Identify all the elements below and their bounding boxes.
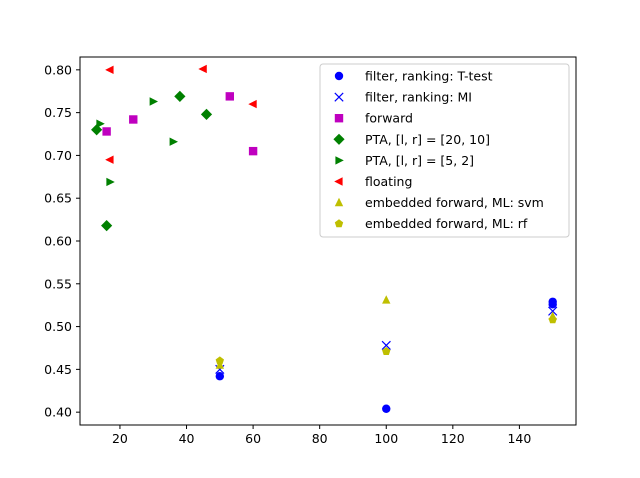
data-point	[91, 124, 103, 136]
legend: filter, ranking: T-test filter, ranking: …	[319, 63, 570, 238]
data-point	[382, 295, 391, 304]
series-0	[215, 297, 557, 413]
legend-entry: floating	[334, 174, 412, 189]
legend-label: filter, ranking: T-test	[365, 69, 493, 84]
legend-marker	[334, 219, 344, 228]
x-tick-label: 40	[179, 431, 195, 446]
data-point	[225, 92, 234, 101]
y-tick-label: 0.80	[44, 62, 72, 77]
legend-box	[319, 63, 570, 238]
legend-label: PTA, [l, r] = [20, 10]	[365, 132, 490, 147]
legend-marker	[334, 71, 344, 81]
legend-marker	[334, 114, 344, 123]
x-tick-label: 60	[245, 431, 261, 446]
data-point	[169, 137, 179, 146]
data-point	[215, 360, 225, 369]
series-1	[215, 306, 558, 374]
legend-label: filter, ranking: MI	[365, 90, 472, 105]
legend-marker	[334, 177, 343, 186]
series-4	[96, 97, 179, 187]
data-point	[105, 155, 114, 164]
legend-marker	[335, 156, 344, 165]
legend-entry: embedded forward, ML: rf	[334, 216, 528, 231]
y-tick-label: 0.70	[44, 148, 72, 163]
x-tick-label: 20	[112, 431, 128, 446]
data-point	[548, 315, 557, 324]
data-point	[96, 119, 105, 128]
data-point	[198, 64, 207, 74]
x-axis: 20 40 60 80 100 120 140	[112, 425, 531, 446]
data-point	[174, 90, 186, 102]
y-tick-label: 0.50	[44, 319, 72, 334]
y-tick-label: 0.65	[44, 191, 72, 206]
data-point	[215, 372, 225, 381]
legend-label: embedded forward, ML: rf	[365, 216, 528, 231]
legend-entry: PTA, [l, r] = [5, 2]	[335, 153, 474, 168]
data-point	[215, 356, 225, 365]
data-point	[248, 99, 257, 109]
data-point	[101, 219, 113, 232]
data-point	[382, 404, 391, 413]
data-point	[102, 127, 111, 136]
data-point	[200, 108, 213, 120]
legend-marker	[333, 133, 345, 145]
data-point	[381, 340, 391, 351]
y-tick-label: 0.40	[44, 405, 72, 420]
data-point	[548, 300, 557, 309]
x-tick-label: 140	[507, 431, 531, 446]
y-axis: 0.40 0.45 0.50 0.55 0.60 0.65 0.70 0.75 0.80	[44, 62, 80, 420]
data-point	[548, 306, 558, 316]
x-tick-label: 80	[312, 431, 328, 446]
x-tick-label: 100	[374, 431, 398, 446]
legend-entry: filter, ranking: T-test	[334, 69, 493, 84]
legend-label: embedded forward, ML: svm	[365, 195, 544, 210]
data-point	[106, 177, 115, 187]
legend-label: forward	[365, 111, 413, 126]
y-tick-label: 0.60	[44, 234, 72, 249]
series-7	[215, 315, 557, 365]
legend-entry: filter, ranking: MI	[334, 90, 472, 105]
series-5	[105, 64, 257, 164]
series-2	[102, 92, 258, 156]
series-6	[215, 295, 557, 369]
legend-entry: PTA, [l, r] = [20, 10]	[333, 132, 490, 147]
legend-label: floating	[365, 174, 412, 189]
legend-entry: embedded forward, ML: svm	[334, 195, 544, 210]
y-tick-label: 0.75	[44, 105, 72, 120]
data-point	[248, 146, 258, 156]
data-point	[149, 97, 159, 106]
x-tick-label: 120	[441, 431, 465, 446]
legend-entry: forward	[334, 111, 413, 126]
legend-marker	[334, 92, 344, 102]
y-tick-label: 0.45	[44, 362, 72, 377]
series-3	[91, 90, 213, 232]
y-tick-label: 0.55	[44, 276, 72, 291]
data-point	[105, 65, 114, 75]
data-point	[382, 346, 391, 355]
data-point	[129, 115, 138, 124]
legend-marker	[334, 197, 344, 207]
chart-marks	[91, 64, 558, 413]
legend-label: PTA, [l, r] = [5, 2]	[365, 153, 474, 168]
